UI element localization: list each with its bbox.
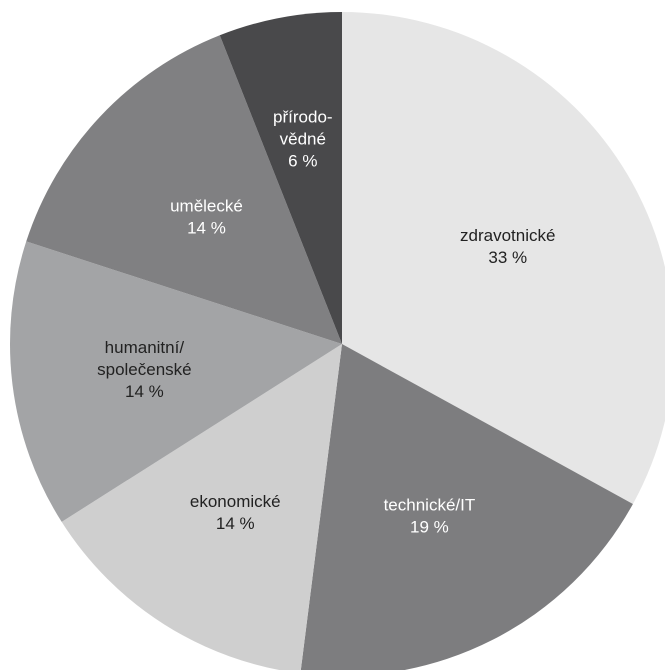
pie-slice <box>10 241 343 522</box>
slice-value-label: 33 % <box>488 248 527 267</box>
slice-value-label: 19 % <box>410 518 449 537</box>
pie-labels: zdravotnické 33 % technické/IT 19 % ekonomic… <box>97 108 555 537</box>
pie-slice <box>342 12 665 504</box>
slice-value-label: 14 % <box>125 382 164 401</box>
slice-category-label: umělecké <box>170 197 243 216</box>
slice-label: humanitní/společenské 14 % <box>97 338 192 401</box>
pie-slices <box>10 11 665 670</box>
slice-label: umělecké 14 % <box>170 197 243 238</box>
slice-category-label: humanitní/ <box>105 338 185 357</box>
pie-slice <box>300 344 633 670</box>
slice-label: přírodo-vědné 6 % <box>273 108 333 171</box>
slice-category-label: ekonomické <box>190 492 281 511</box>
slice-value-label: 6 % <box>288 152 317 171</box>
slice-label: ekonomické 14 % <box>190 492 281 533</box>
slice-value-label: 14 % <box>216 514 255 533</box>
slice-category-label: vědné <box>280 130 326 149</box>
slice-category-label: technické/IT <box>384 496 476 515</box>
slice-category-label: společenské <box>97 360 192 379</box>
slice-category-label: zdravotnické <box>460 226 555 245</box>
pie-slice <box>26 35 342 345</box>
slice-category-label: přírodo- <box>273 108 333 127</box>
pie-slice <box>61 344 342 670</box>
pie-slice <box>219 11 342 344</box>
slice-label: technické/IT 19 % <box>384 496 476 537</box>
slice-label: zdravotnické 33 % <box>460 226 555 267</box>
slice-value-label: 14 % <box>187 219 226 238</box>
